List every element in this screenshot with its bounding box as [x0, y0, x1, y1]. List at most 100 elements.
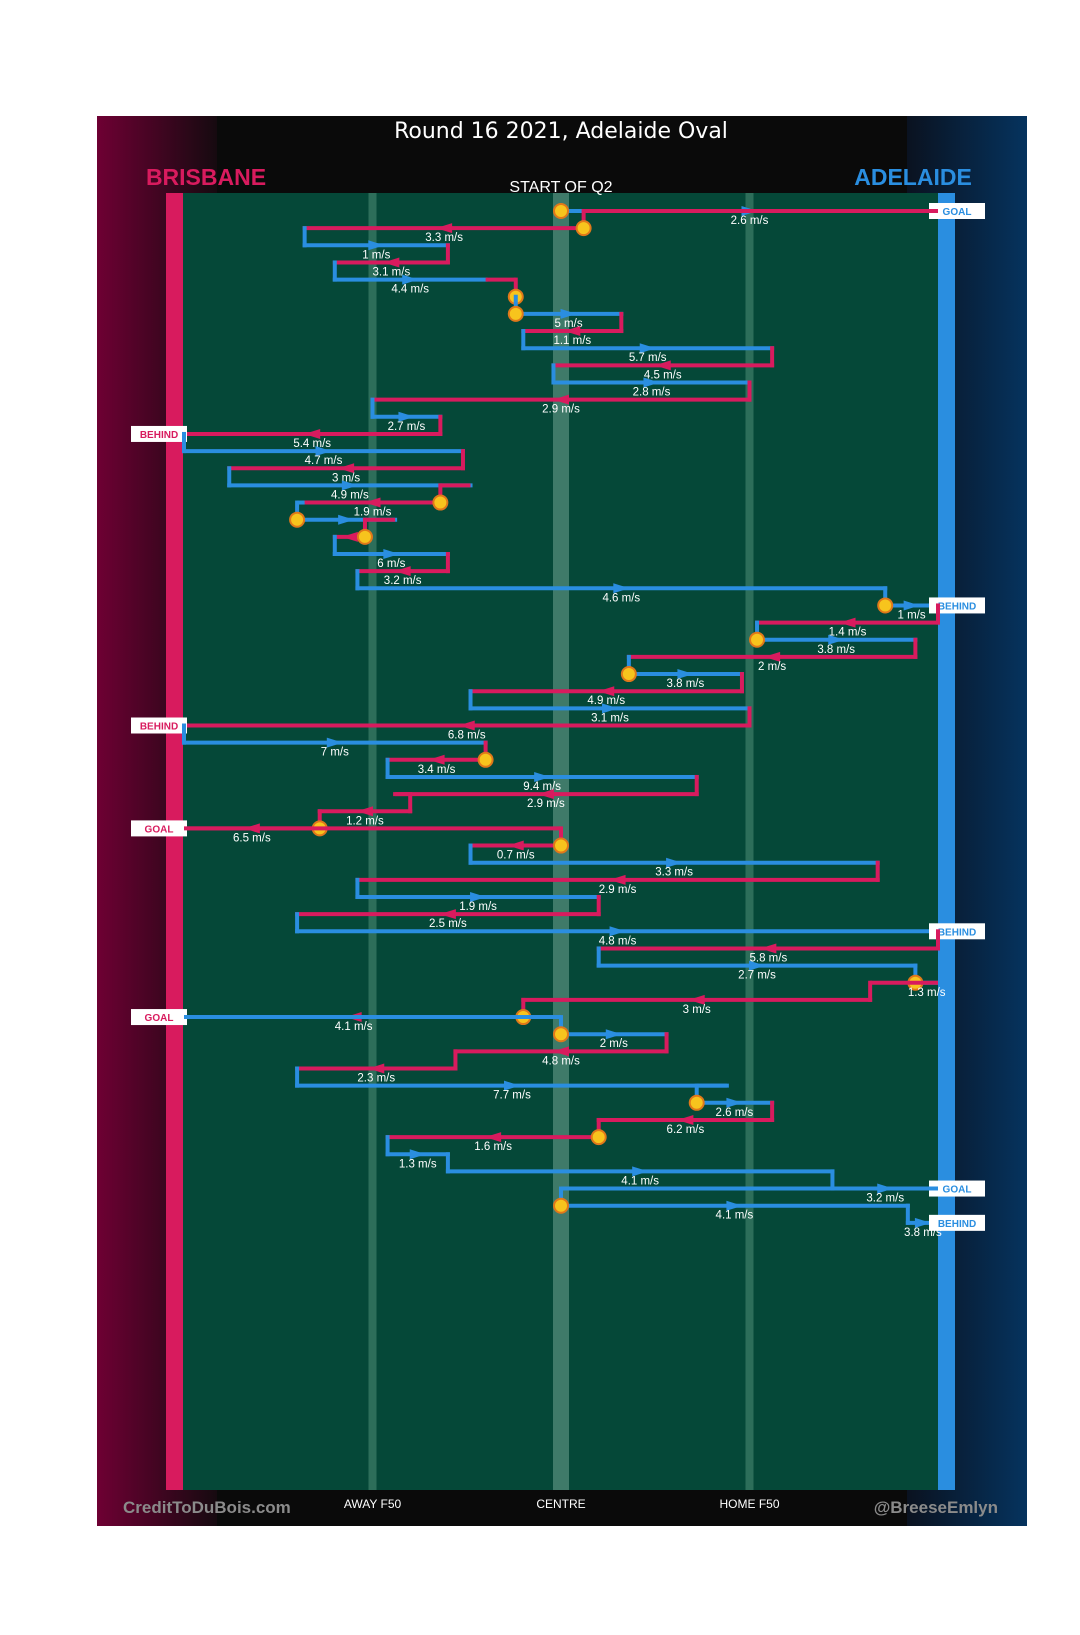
- chain-speed-label-17: 1.9 m/s: [354, 507, 392, 519]
- chain-arrow-15: [338, 463, 355, 474]
- chain-speed-label-27: 3.8 m/s: [667, 678, 705, 690]
- chain-arrow-7: [564, 326, 581, 337]
- chain-arrow-26: [764, 651, 781, 662]
- chain-speed-label-58: 4.1 m/s: [716, 1210, 754, 1222]
- chain-arrow-41: [439, 909, 456, 920]
- chain-speed-label-28: 4.9 m/s: [587, 695, 625, 707]
- chain-start-marker-27: [620, 666, 637, 683]
- chain-speed-label-50: 2.3 m/s: [357, 1073, 395, 1085]
- chain-arrow-44: [749, 960, 766, 971]
- chain-arrow-24: [839, 617, 856, 628]
- outcome-badge-0: [929, 203, 985, 219]
- chain-start-marker-18: [289, 511, 306, 528]
- chain-arrow-54: [485, 1132, 502, 1143]
- chain-start-marker-6: [507, 305, 524, 322]
- outcome-label-42: BEHIND: [938, 927, 976, 938]
- chain-speed-label-0: 2.6 m/s: [731, 215, 769, 227]
- chain-arrow-31: [326, 737, 343, 748]
- chain-arrow-42: [609, 926, 626, 937]
- chain-arrow-50: [368, 1063, 385, 1074]
- chain-arrow-4: [402, 274, 419, 285]
- chain-speed-label-33: 9.4 m/s: [523, 781, 561, 793]
- chain-start-marker-19: [356, 528, 373, 545]
- chain-speed-label-24: 1.4 m/s: [829, 627, 867, 639]
- chain-start-marker-58: [553, 1197, 569, 1214]
- chain-arrow-22: [613, 583, 630, 594]
- chart-subtitle: START OF Q2: [509, 179, 612, 196]
- chain-arrow-10: [643, 377, 660, 388]
- possession-chains: 2.6 m/s GOAL 3.3 m/s 1 m/s 3.1 m/s 4.4 m/s 5 m…: [131, 203, 985, 1239]
- outcome-badge-47: [131, 1009, 187, 1026]
- outcome-label-23: BEHIND: [938, 601, 976, 612]
- chain-arrow-17: [364, 497, 381, 508]
- x-axis-ticks: AWAY F50 CENTRE HOME F50: [344, 1497, 780, 1511]
- chain-speed-label-1: 3.3 m/s: [425, 232, 463, 244]
- chain-speed-label-41: 2.5 m/s: [429, 918, 467, 930]
- chain-arrow-40: [470, 892, 487, 902]
- chain-speed-label-35: 1.2 m/s: [346, 815, 384, 827]
- chain-speed-label-46: 3 m/s: [683, 1004, 711, 1016]
- chain-speed-label-54: 1.6 m/s: [474, 1141, 512, 1153]
- chain-speed-label-20: 6 m/s: [377, 558, 405, 570]
- team-right-name: ADELAIDE: [854, 164, 972, 190]
- chain-speed-label-22: 4.6 m/s: [602, 592, 640, 604]
- chain-speed-label-14: 4.7 m/s: [305, 455, 343, 467]
- chain-start-marker-48: [553, 1026, 569, 1043]
- outcome-label-47: GOAL: [145, 1013, 174, 1024]
- chain-arrow-38: [666, 857, 683, 868]
- chain-arrow-28: [598, 686, 615, 697]
- chain-speed-label-39: 2.9 m/s: [599, 884, 637, 896]
- chain-speed-label-36: 6.5 m/s: [233, 832, 271, 844]
- chain-arrow-32: [428, 754, 445, 765]
- stripe-0: [368, 193, 377, 1490]
- chain-arrow-11: [553, 394, 569, 405]
- chain-speed-label-32: 3.4 m/s: [418, 764, 456, 776]
- chain-speed-label-37: 0.7 m/s: [497, 850, 535, 862]
- chain-arrow-52: [726, 1097, 743, 1108]
- chain-arrow-51: [503, 1080, 520, 1091]
- chain-arrow-12: [398, 411, 415, 422]
- chain-arrow-49: [553, 1046, 569, 1057]
- chain-speed-label-44: 2.7 m/s: [738, 970, 776, 982]
- chain-speed-label-31: 7 m/s: [321, 747, 349, 759]
- outcome-label-13: BEHIND: [140, 430, 178, 441]
- chain-speed-label-15: 3 m/s: [332, 472, 360, 484]
- chain-speed-label-52: 2.6 m/s: [716, 1107, 754, 1119]
- chain-start-marker-37: [553, 837, 569, 854]
- chain-speed-label-13: 5.4 m/s: [293, 438, 331, 450]
- chain-speed-label-48: 2 m/s: [600, 1038, 628, 1050]
- chain-speed-label-47: 4.1 m/s: [335, 1021, 373, 1033]
- chain-start-marker-17: [432, 494, 449, 511]
- chain-speed-label-55: 1.3 m/s: [399, 1158, 437, 1170]
- chain-arrow-59: [914, 1217, 931, 1228]
- credit-right: @BreeseEmlyn: [874, 1498, 998, 1517]
- outcome-badge-30: [131, 717, 187, 734]
- chain-speed-label-23: 1 m/s: [898, 609, 926, 621]
- outcome-badge-42: [929, 923, 985, 940]
- chain-arrow-46: [688, 994, 705, 1005]
- chain-speed-label-51: 7.7 m/s: [493, 1090, 531, 1102]
- outcome-badge-23: [929, 597, 985, 614]
- outcome-badge-57: [929, 1180, 985, 1197]
- x-tick-label-2: HOME F50: [719, 1497, 779, 1511]
- chain-speed-label-57: 3.2 m/s: [866, 1193, 904, 1205]
- chain-speed-label-8: 5.7 m/s: [629, 352, 667, 364]
- chain-speed-label-40: 1.9 m/s: [459, 901, 497, 913]
- adelaide-goal-line: [938, 193, 955, 1490]
- chain-speed-label-34: 2.9 m/s: [527, 798, 565, 810]
- chain-speed-label-56: 4.1 m/s: [621, 1175, 659, 1187]
- chain-start-marker-54: [590, 1129, 607, 1146]
- chain-arrow-27: [677, 669, 694, 680]
- chain-speed-label-7: 1.1 m/s: [553, 335, 591, 347]
- outcome-badge-13: [131, 425, 187, 442]
- chain-speed-label-6: 5 m/s: [554, 318, 582, 330]
- stripe-2: [745, 193, 754, 1490]
- chain-start-marker-0: [553, 203, 569, 219]
- chain-arrow-13: [304, 428, 321, 439]
- chain-arrow-19: [341, 531, 358, 542]
- chain-start-marker-25: [749, 631, 766, 648]
- chain-speed-label-45: 1.3 m/s: [908, 987, 946, 999]
- outcome-label-59: BEHIND: [938, 1219, 976, 1230]
- chain-speed-label-4: 4.4 m/s: [391, 284, 429, 296]
